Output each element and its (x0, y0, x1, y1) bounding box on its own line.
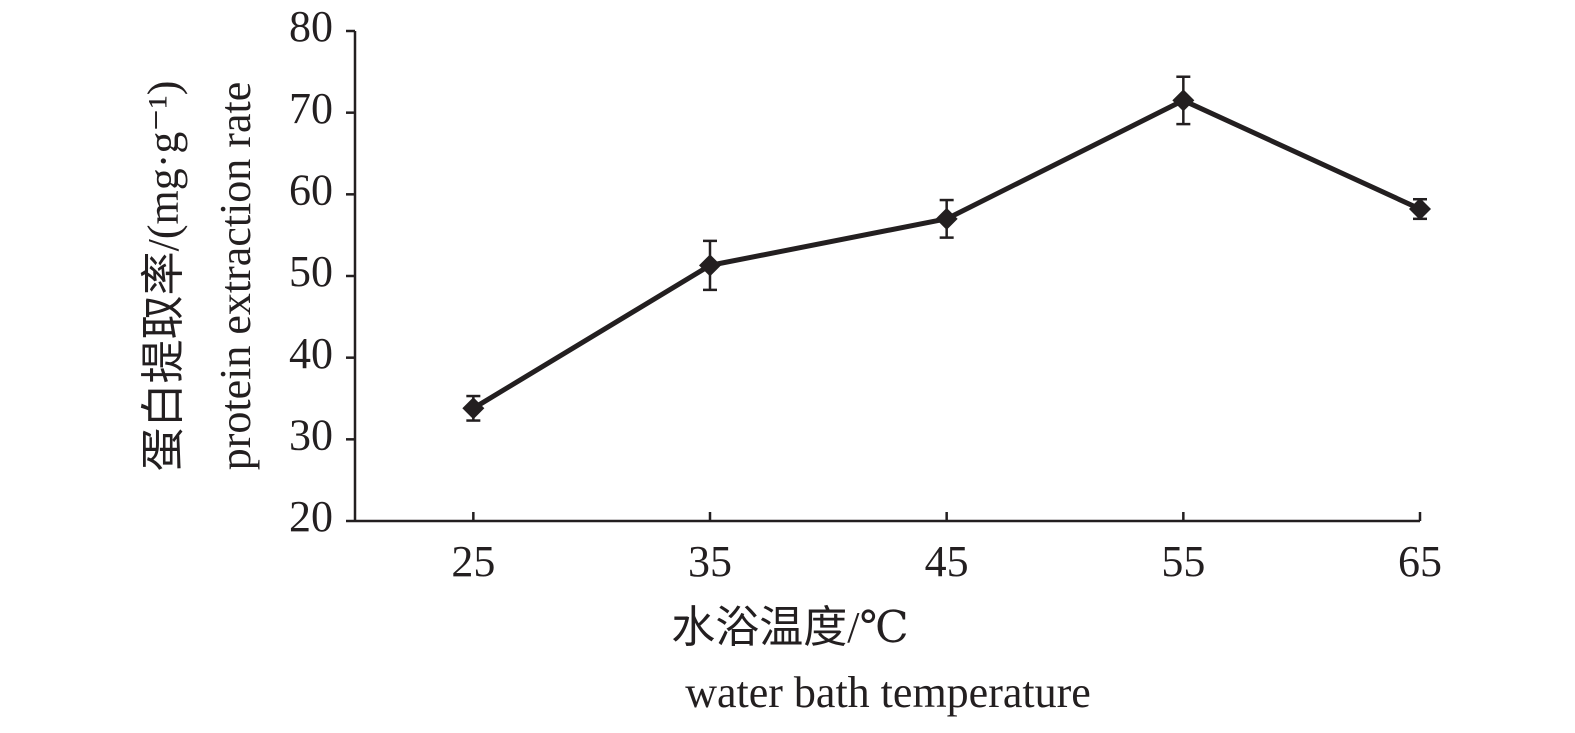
x-axis-label: 水浴温度/℃ (671, 603, 908, 652)
data-point (1409, 198, 1431, 221)
y-tick-label: 40 (289, 329, 333, 378)
data-line (472, 97, 1422, 411)
x-tick-label: 25 (451, 537, 495, 586)
y-axis-label: 蛋白提取率/(mg·g⁻¹) (139, 81, 188, 472)
y-axis-label: protein extraction rate (211, 82, 260, 470)
x-tick-label: 45 (925, 537, 969, 586)
y-tick-label: 70 (289, 84, 333, 133)
data-point (462, 397, 485, 420)
x-axis-label: water bath temperature (685, 668, 1091, 717)
data-point (1172, 89, 1195, 112)
x-tick-label: 65 (1398, 537, 1442, 586)
y-tick-label: 30 (289, 410, 333, 459)
data-point (699, 254, 721, 277)
y-tick-label: 60 (289, 165, 333, 214)
y-tick-label: 80 (289, 2, 333, 51)
x-tick-label: 35 (688, 537, 732, 586)
y-tick-label: 20 (289, 492, 333, 541)
y-tick-label: 50 (289, 247, 333, 296)
x-tick-label: 55 (1161, 537, 1205, 586)
data-point (935, 207, 958, 230)
